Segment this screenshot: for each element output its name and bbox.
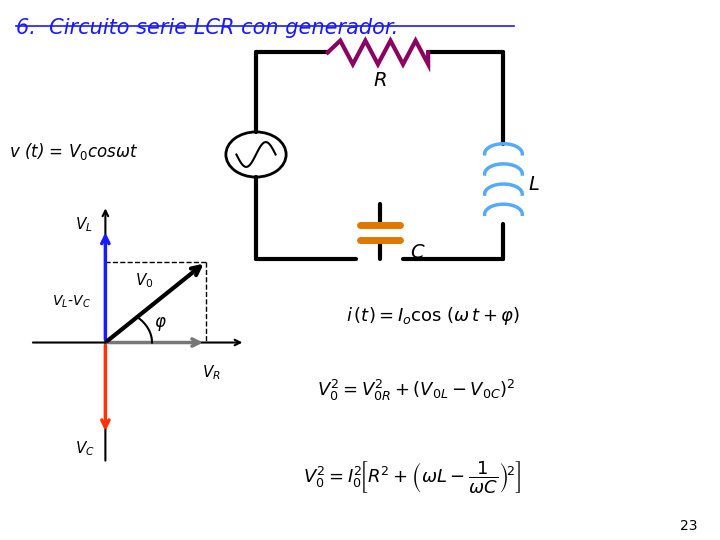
Text: v (t) = V$_0$cos$\omega$t: v (t) = V$_0$cos$\omega$t bbox=[9, 141, 138, 163]
Text: V$_L$: V$_L$ bbox=[75, 215, 92, 234]
Text: C: C bbox=[410, 243, 424, 262]
Text: $\varphi$: $\varphi$ bbox=[154, 315, 167, 333]
Text: V$_R$: V$_R$ bbox=[202, 363, 221, 382]
Text: $V_0^2 = I_0^2\!\left[R^2 + \left(\omega L - \dfrac{1}{\omega C}\right)^{\!2}\ri: $V_0^2 = I_0^2\!\left[R^2 + \left(\omega… bbox=[302, 459, 521, 495]
Text: L: L bbox=[528, 174, 539, 193]
Text: $V_0^2 = V_{0R}^2 + (V_{0L} - V_{0C})^2$: $V_0^2 = V_{0R}^2 + (V_{0L} - V_{0C})^2$ bbox=[317, 379, 516, 403]
Text: V$_L$-V$_C$: V$_L$-V$_C$ bbox=[52, 294, 91, 310]
Text: $i\,(t) = I_o\cos\,(\omega\, t + \varphi)$: $i\,(t) = I_o\cos\,(\omega\, t + \varphi… bbox=[346, 305, 520, 327]
Text: R: R bbox=[373, 71, 387, 90]
Text: 23: 23 bbox=[680, 519, 697, 533]
Text: 6.  Circuito serie LCR con generador.: 6. Circuito serie LCR con generador. bbox=[16, 17, 398, 37]
Text: V$_0$: V$_0$ bbox=[135, 272, 154, 291]
Text: V$_C$: V$_C$ bbox=[75, 439, 94, 458]
